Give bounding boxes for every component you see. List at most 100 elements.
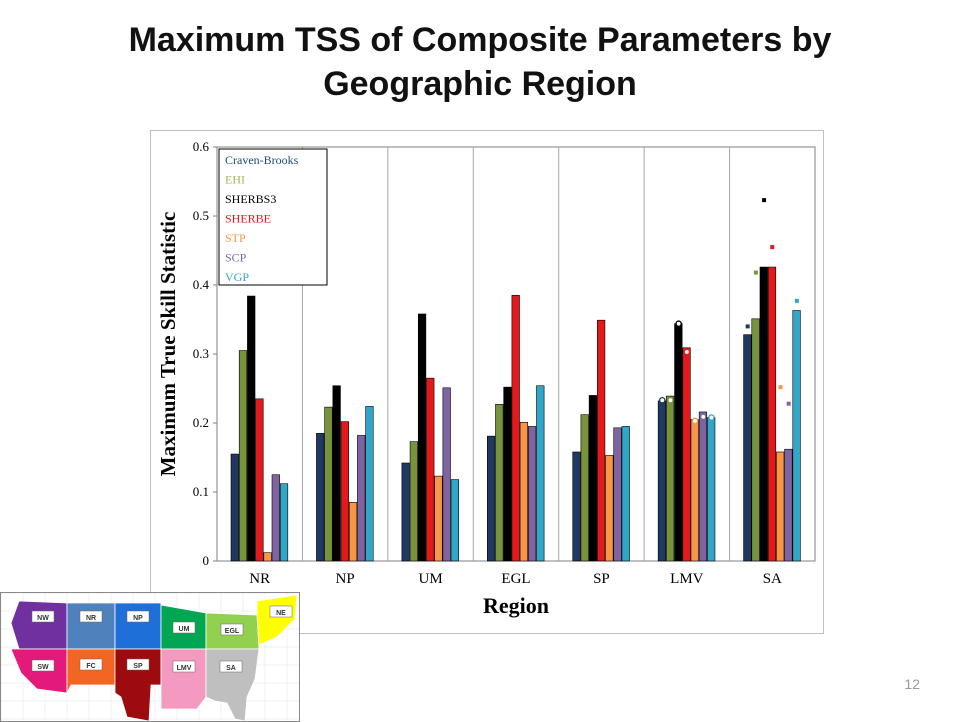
x-tick-label: NP [336,571,355,587]
bar [279,483,289,562]
threshold-marker [770,245,775,250]
region-label: LMV [177,665,192,672]
legend-entry: STP [225,231,246,245]
region-shape [66,602,116,650]
y-axis-label: Maximum True Skill Statistic [156,212,180,477]
bar [434,475,443,562]
region-label-box [126,610,150,623]
bar [357,435,366,562]
bar [690,419,699,562]
bar [605,455,614,562]
bar [316,433,325,562]
region-shape [205,648,260,721]
region-label-box [172,621,196,634]
bar [776,451,785,562]
bar [707,417,716,562]
legend: Craven-Brooks EHI SHERBS3 SHERBE STP SCP VGP [218,148,328,286]
x-axis-label: Region [483,593,549,618]
region-label-box [79,610,103,623]
bar [409,441,418,562]
bar [588,395,598,562]
bar [271,474,280,562]
bar [365,406,374,562]
chart-area: 0 0.1 0.2 0.3 0.4 0.5 0.6 NR NP UM EGL SP LMV SA Regio… [150,130,824,634]
threshold-marker [675,320,682,327]
bar [536,385,545,562]
bar [682,347,691,562]
region-shape [10,600,68,650]
x-tick-label: NR [249,571,270,587]
region-label: NE [276,610,286,617]
region-label-box [126,658,150,671]
region-label: SA [226,665,236,672]
y-tick-label: 0.4 [193,277,210,292]
threshold-marker [786,401,791,406]
bar [572,451,581,562]
threshold-marker [683,348,691,356]
y-tick-label: 0.2 [193,415,209,430]
region-shape [114,602,162,650]
region-map: NW NR NP UM EGL NE SW FC SP LMV SA [0,592,300,722]
threshold-marker [778,385,783,390]
x-tick-label: LMV [670,571,704,587]
bar [324,406,333,562]
bar [230,453,239,562]
bar [657,400,667,562]
x-tick-label: UM [418,571,442,587]
bar [767,266,777,562]
legend-entry: SHERBS3 [225,192,276,206]
region-label-box [79,658,103,671]
region-shape [256,594,298,646]
region-label: SW [37,664,49,671]
legend-entry: EHI [225,173,245,187]
bar [486,435,496,562]
region-label: NR [86,615,96,622]
y-tick-label: 0 [203,553,210,568]
region-map-image: NW NR NP UM EGL NE SW FC SP LMV SA [1,593,299,721]
region-label-box [219,660,243,673]
bar [759,266,768,562]
x-tick-label: EGL [501,571,530,587]
bar [698,411,708,562]
bar [348,502,358,562]
y-tick-label: 0.3 [193,346,209,361]
bar [450,479,459,562]
y-tick-label: 0.1 [193,484,209,499]
bar [511,295,520,562]
region-shape [160,648,207,710]
page-number: 12 [904,676,920,692]
threshold-marker [659,396,666,404]
title-line-2: Geographic Region [323,65,637,103]
bar [519,422,529,562]
legend-entry: SCP [225,251,247,265]
bar [743,334,752,562]
bar [238,350,248,562]
x-tick-label: SP [593,571,610,587]
region-label-box [31,610,55,623]
bar [401,462,410,562]
region-label-box [31,659,55,672]
bar [255,398,264,562]
region-label: NP [133,615,143,622]
threshold-marker [691,417,699,425]
x-tick-label: SA [763,571,782,587]
slide-title: Maximum TSS of Composite Parameters by G… [0,18,960,106]
bar [674,323,683,562]
region-label-box [220,623,244,636]
legend-entry: SHERBE [225,212,271,226]
threshold-marker [745,324,750,329]
threshold-marker [762,198,767,203]
bar [784,448,793,562]
bar [751,318,760,562]
threshold-marker [708,414,715,421]
region-label-box [172,660,196,673]
region-label: NW [37,615,49,622]
bar [597,319,606,562]
bar [495,404,504,562]
region-label: SP [133,663,143,670]
bar [792,310,801,562]
title-line-1: Maximum TSS of Composite Parameters by [128,21,832,59]
legend-box [218,148,328,286]
y-tick-label: 0.5 [193,208,209,223]
threshold-marker [794,298,799,303]
